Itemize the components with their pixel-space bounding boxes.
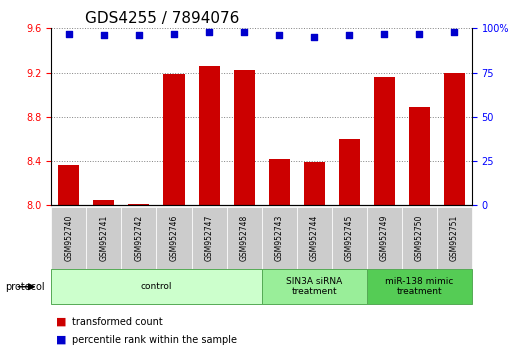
Text: control: control [141,282,172,291]
Point [170,31,178,36]
Point [205,29,213,35]
Point [100,33,108,38]
Bar [409,107,430,205]
Bar [233,70,254,205]
Point [310,34,318,40]
Text: GSM952750: GSM952750 [415,215,424,261]
Text: GSM952745: GSM952745 [345,215,354,261]
Text: transformed count: transformed count [72,317,163,327]
Bar [304,162,325,205]
Bar [58,166,80,205]
Text: GSM952749: GSM952749 [380,215,389,261]
Text: percentile rank within the sample: percentile rank within the sample [72,335,237,345]
Text: miR-138 mimic
treatment: miR-138 mimic treatment [385,277,453,296]
Point [450,29,459,35]
Text: GDS4255 / 7894076: GDS4255 / 7894076 [85,11,240,26]
Text: GSM952741: GSM952741 [100,215,108,261]
Bar [164,74,185,205]
Text: GSM952740: GSM952740 [64,215,73,261]
Text: GSM952744: GSM952744 [310,215,319,261]
Point [135,33,143,38]
Bar [339,139,360,205]
Bar [93,200,114,205]
Text: protocol: protocol [5,282,45,292]
Text: ■: ■ [56,317,67,327]
Text: GSM952748: GSM952748 [240,215,249,261]
Text: GSM952743: GSM952743 [274,215,284,261]
Point [415,31,423,36]
Bar [199,66,220,205]
Text: GSM952751: GSM952751 [450,215,459,261]
Point [240,29,248,35]
Bar [444,73,465,205]
Point [345,33,353,38]
Bar [128,204,149,205]
Point [65,31,73,36]
Bar [374,77,395,205]
Text: ■: ■ [56,335,67,345]
Text: GSM952746: GSM952746 [169,215,179,261]
Point [380,31,388,36]
Text: SIN3A siRNA
treatment: SIN3A siRNA treatment [286,277,342,296]
Text: GSM952742: GSM952742 [134,215,144,261]
Point [275,33,283,38]
Bar [269,159,290,205]
Text: GSM952747: GSM952747 [205,215,213,261]
